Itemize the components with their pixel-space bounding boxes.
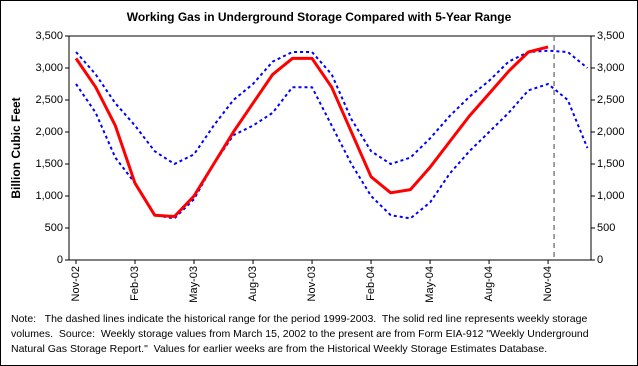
y2-tick-label: 0 — [597, 254, 603, 266]
y-tick-label: 1,500 — [35, 158, 63, 170]
x-tick-label: Feb-04 — [365, 266, 377, 301]
x-tick-label: Aug-04 — [483, 266, 495, 301]
x-tick-label: Nov-04 — [542, 266, 554, 301]
plot-area — [68, 35, 592, 261]
y2-tick-label: 1,000 — [597, 190, 625, 202]
y-tick-label: 3,000 — [35, 62, 63, 74]
x-tick-label: Nov-02 — [70, 266, 82, 301]
x-tick-label: Feb-03 — [129, 266, 141, 301]
y-tick-label: 2,000 — [35, 126, 63, 138]
y2-tick-label: 1,500 — [597, 158, 625, 170]
note-line: Natural Gas Storage Report." Values for … — [11, 343, 548, 355]
chart-title: Working Gas in Underground Storage Compa… — [127, 10, 512, 24]
y2-tick-label: 2,500 — [597, 94, 625, 106]
y2-tick-label: 3,000 — [597, 62, 625, 74]
note-line: Note: The dashed lines indicate the hist… — [11, 313, 588, 325]
y-tick-label: 1,000 — [35, 190, 63, 202]
y-tick-label: 500 — [45, 222, 63, 234]
y-tick-label: 2,500 — [35, 94, 63, 106]
y2-tick-label: 500 — [597, 222, 615, 234]
series-line — [74, 45, 549, 218]
y-tick-label: 0 — [57, 254, 63, 266]
note-line: volumes. Source: Weekly storage values f… — [11, 328, 589, 340]
y2-tick-label: 2,000 — [597, 126, 625, 138]
series-line — [75, 83, 589, 220]
x-tick-label: May-04 — [424, 266, 436, 303]
y2-tick-label: 3,500 — [597, 30, 625, 42]
y-axis-label: Billion Cubic Feet — [9, 97, 23, 198]
y-tick-label: 3,500 — [35, 30, 63, 42]
note: Note: The dashed lines indicate the hist… — [11, 312, 631, 357]
x-tick-label: Nov-03 — [306, 266, 318, 301]
x-tick-label: Aug-03 — [247, 266, 259, 301]
series-line — [75, 49, 589, 165]
x-tick-label: May-03 — [188, 266, 200, 303]
